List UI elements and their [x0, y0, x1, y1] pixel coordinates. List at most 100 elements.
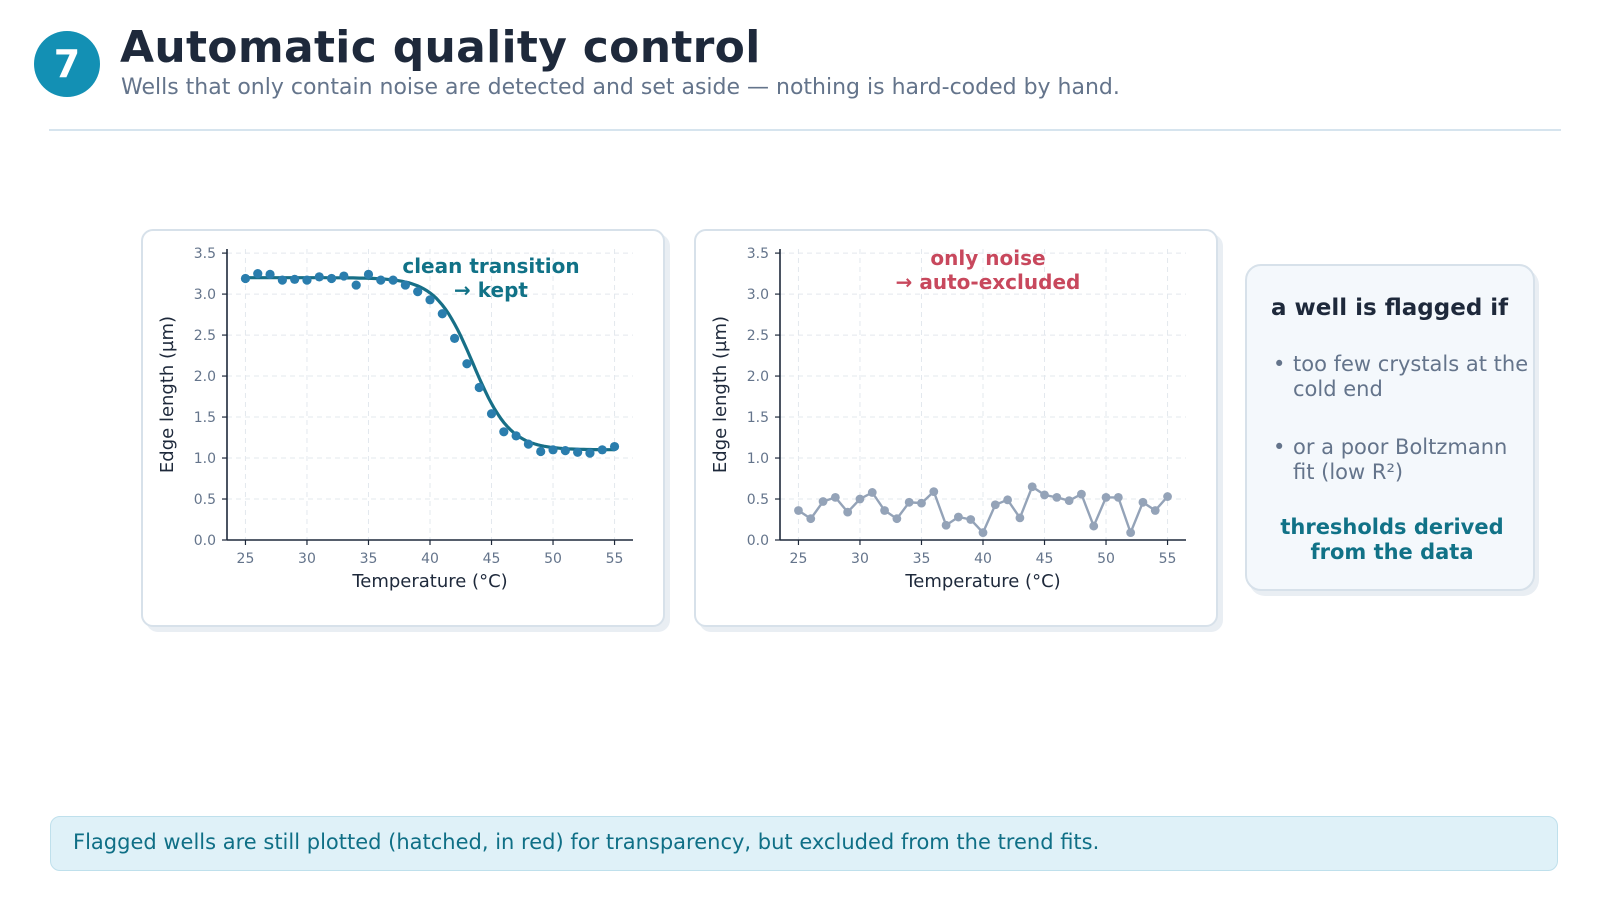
data-point	[1027, 482, 1037, 492]
y-tick-label: 2.5	[747, 328, 769, 344]
chart-card-clean: 25 30 35 40 45 50 55 0.0 0.5 1.0 1.5 2.0 2.5 3.0 3.5 Te…	[141, 229, 665, 627]
y-tick-label: 0.0	[194, 533, 216, 549]
y-tick-label: 1.0	[747, 451, 769, 467]
data-point	[1113, 492, 1123, 502]
x-tick-label: 35	[913, 551, 931, 567]
data-point	[536, 446, 546, 457]
chart-annotation-line: → auto-excluded	[896, 270, 1081, 294]
flag-criteria-list: too few crystals at the cold end or a po…	[1273, 352, 1535, 518]
y-tick-label: 1.0	[194, 451, 216, 467]
data-point	[953, 512, 963, 522]
chart-annotation-line: clean transition	[402, 254, 579, 278]
data-point	[326, 273, 337, 284]
data-point	[830, 492, 840, 502]
data-point	[474, 382, 484, 393]
data-point	[941, 520, 951, 530]
data-point	[376, 275, 386, 285]
page-subtitle: Wells that only contain noise are detect…	[121, 75, 1120, 100]
y-tick-label: 1.5	[747, 410, 769, 426]
data-point	[240, 273, 251, 284]
data-point	[363, 269, 374, 280]
y-tick-label: 0.5	[747, 492, 769, 508]
thresholds-note: thresholds derived from the data	[1280, 515, 1504, 564]
y-tick-label: 3.0	[194, 287, 216, 303]
data-point	[917, 498, 926, 508]
data-point	[573, 447, 583, 457]
data-point	[462, 359, 472, 369]
data-point	[486, 409, 497, 419]
data-point	[966, 515, 976, 524]
y-tick-label: 2.5	[194, 328, 216, 344]
footer-note-text: Flagged wells are still plotted (hatched…	[73, 830, 1100, 854]
y-tick-label: 3.5	[747, 246, 769, 262]
data-point	[1101, 492, 1111, 502]
x-tick-label: 30	[298, 551, 316, 567]
data-point	[1138, 497, 1148, 507]
data-point	[867, 488, 877, 497]
x-axis-label: Temperature (°C)	[351, 571, 507, 592]
data-point	[806, 514, 816, 524]
data-point	[585, 448, 595, 458]
data-point	[302, 275, 312, 285]
flag-criterion-fit: or a poor Boltzmann fit (low R²)	[1273, 435, 1535, 485]
step-number: 7	[53, 42, 81, 86]
data-point	[1015, 513, 1025, 523]
data-point	[929, 487, 939, 497]
footer-note: Flagged wells are still plotted (hatched…	[50, 816, 1558, 871]
data-point	[400, 280, 410, 290]
data-point	[818, 497, 828, 506]
data-point	[990, 500, 1000, 510]
data-point	[265, 269, 275, 280]
x-tick-label: 25	[790, 551, 808, 567]
data-point	[978, 528, 988, 538]
x-axis-label: Temperature (°C)	[904, 571, 1060, 592]
flag-criteria-panel: a well is flagged if too few crystals at…	[1245, 264, 1535, 591]
data-point	[1052, 492, 1062, 502]
data-point	[904, 497, 914, 507]
x-tick-label: 55	[1159, 551, 1177, 567]
chart-annotation-line: only noise	[930, 246, 1045, 270]
x-tick-label: 45	[483, 551, 501, 567]
data-point	[560, 446, 570, 456]
data-point	[1064, 496, 1074, 506]
y-tick-label: 2.0	[747, 369, 769, 385]
y-tick-label: 1.5	[194, 410, 216, 426]
chart-card-noise: 25 30 35 40 45 50 55 0.0 0.5 1.0 1.5 2.0 2.5 3.0 3.5 Te…	[694, 229, 1218, 627]
data-point	[1077, 489, 1086, 499]
data-point	[450, 333, 460, 343]
flag-criterion-crystals: too few crystals at the cold end	[1273, 352, 1535, 402]
x-tick-label: 50	[544, 551, 562, 567]
chart-clean-transition: 25 30 35 40 45 50 55 0.0 0.5 1.0 1.5 2.0 2.5 3.0 3.5 Te…	[157, 246, 633, 592]
data-point	[1126, 528, 1136, 538]
data-point	[794, 506, 803, 515]
data-point	[290, 274, 300, 284]
x-tick-label: 40	[974, 551, 992, 567]
y-tick-label: 3.5	[194, 246, 216, 262]
x-tick-label: 50	[1097, 551, 1115, 567]
data-point	[437, 309, 447, 319]
chart-annotation-line: → kept	[454, 278, 528, 302]
y-tick-label: 2.0	[194, 369, 216, 385]
x-tick-label: 35	[360, 551, 378, 567]
chart-noise-only: 25 30 35 40 45 50 55 0.0 0.5 1.0 1.5 2.0 2.5 3.0 3.5 Te…	[710, 246, 1186, 592]
data-point	[253, 268, 263, 279]
x-tick-label: 55	[606, 551, 624, 567]
data-point	[880, 506, 889, 515]
y-tick-label: 3.0	[747, 287, 769, 303]
data-point	[339, 271, 349, 281]
data-point	[277, 275, 287, 285]
data-point	[892, 514, 902, 524]
data-point	[388, 275, 398, 285]
data-point	[548, 445, 558, 455]
x-tick-label: 40	[421, 551, 439, 567]
y-axis-label: Edge length (µm)	[710, 316, 731, 473]
data-point	[413, 287, 423, 297]
header-divider	[49, 129, 1561, 131]
data-point	[314, 272, 324, 282]
data-point	[511, 431, 521, 441]
data-point	[1003, 495, 1013, 505]
data-point	[1150, 506, 1160, 515]
data-point	[499, 427, 509, 437]
x-tick-label: 45	[1036, 551, 1054, 567]
data-point	[597, 445, 607, 455]
